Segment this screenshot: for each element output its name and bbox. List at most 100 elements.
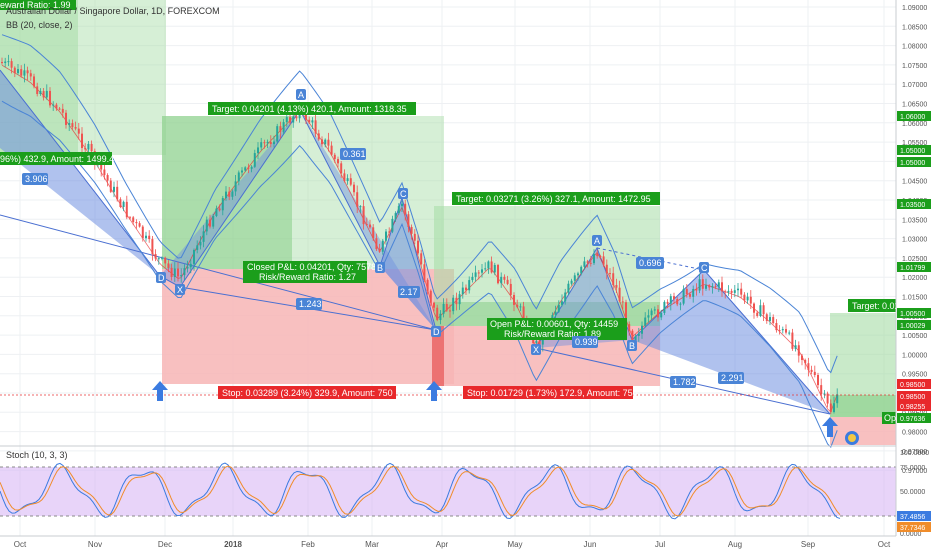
price-badge-text: 1.03500 [900, 202, 925, 209]
candle-body [221, 198, 224, 211]
candle-body [260, 142, 263, 148]
candle-body [244, 167, 247, 171]
point-label: C [400, 189, 407, 199]
point-label: B [377, 263, 383, 273]
candle-body [170, 267, 173, 277]
candle-body [513, 295, 515, 305]
point-label: X [533, 345, 539, 355]
candle-body [369, 224, 371, 228]
candle-body [157, 258, 160, 260]
candle-body [161, 257, 163, 259]
candle-body [673, 296, 675, 300]
candle-body [727, 290, 730, 293]
candle-body [641, 325, 643, 334]
candle-body [77, 128, 80, 134]
candle-body [340, 163, 343, 174]
candle-body [436, 307, 439, 320]
time-tick-label: Sep [801, 540, 816, 549]
candle-body [817, 375, 819, 386]
price-tick-label: 1.06000 [902, 121, 927, 128]
candle-body [420, 253, 423, 265]
price-badge-text: 1.06000 [900, 114, 925, 121]
candle-body [660, 312, 663, 318]
pattern1-bc-wing [380, 198, 436, 330]
candle-body [705, 285, 707, 289]
candle-body [772, 317, 775, 324]
candle-body [490, 261, 493, 273]
candle-body [231, 191, 234, 197]
candle-body [749, 296, 752, 304]
candle-body [663, 301, 666, 313]
candle-body [493, 264, 496, 273]
candle-body [90, 143, 93, 152]
candle-body [781, 329, 784, 331]
open-rr-label: Risk/Reward Ratio: 1.89 [504, 329, 601, 339]
price-badge [897, 157, 931, 167]
candle-body [145, 235, 147, 239]
candle-body [186, 267, 189, 269]
candle-body [234, 181, 237, 192]
candle-body [356, 192, 359, 207]
candle-body [685, 288, 688, 295]
pattern2-bcd-wing [632, 270, 830, 414]
stop-labels: Stop: 0.03289 (3.24%) 329.9, Amount: 750… [218, 386, 638, 399]
candle-body [538, 340, 541, 345]
open-partial-label: Op [884, 413, 896, 423]
candle-body [276, 126, 279, 142]
candle-body [228, 191, 231, 197]
price-badge [897, 262, 931, 272]
candle-body [740, 288, 743, 295]
arrow-up-icon [822, 417, 838, 437]
candle-body [324, 139, 327, 145]
candle-body [381, 240, 384, 252]
price-badge-text: 1.01799 [900, 265, 925, 272]
time-tick-label: Apr [436, 540, 449, 549]
time-axis[interactable] [0, 536, 932, 550]
candle-body [359, 206, 362, 208]
candle-body [263, 142, 266, 144]
price-tick-label: 1.05500 [902, 140, 927, 147]
candle-body [26, 70, 29, 74]
candle-body [583, 261, 586, 267]
stoch-band [0, 467, 896, 516]
candle-body [746, 296, 749, 301]
bb-indicator-label[interactable]: BB (20, close, 2) [6, 20, 73, 30]
price-tick-label: 1.01500 [902, 295, 927, 302]
bb-lower [1, 100, 838, 448]
candle-body [628, 324, 631, 331]
candle-body [801, 355, 803, 360]
candle-body [442, 303, 445, 314]
candle-body [205, 219, 208, 232]
time-axis-labels: Oct Nov Dec 2018 Feb Mar Apr May Jun Jul Aug Sep Oct [14, 540, 891, 549]
candle-body [167, 263, 170, 268]
candle-body [330, 145, 333, 155]
candle-body [634, 335, 637, 341]
price-tick-label: 1.09000 [902, 5, 927, 12]
candle-body [775, 323, 778, 331]
point-label: A [594, 236, 600, 246]
bb-upper [1, 34, 838, 374]
price-badge [897, 379, 931, 389]
candle-body [519, 306, 522, 308]
candle-body [484, 268, 487, 270]
price-badge-text: 0.97636 [900, 416, 925, 423]
price-tick-label: 1.00500 [902, 333, 927, 340]
candle-body [199, 241, 202, 246]
candle-body [618, 287, 621, 302]
candle-body [650, 310, 653, 316]
candle-body [209, 219, 211, 227]
candle-body [631, 330, 634, 341]
candle-body [353, 184, 355, 193]
candle-body [500, 276, 503, 284]
candle-body [391, 218, 394, 232]
candle-body [36, 86, 39, 94]
candle-body [129, 217, 131, 219]
bb-basis [1, 64, 838, 413]
candle-body [717, 282, 720, 288]
candle-body [362, 206, 365, 225]
stoch-label[interactable]: Stoch (10, 3, 3) [6, 450, 68, 460]
price-axis[interactable] [896, 0, 932, 550]
candle-body [791, 332, 794, 349]
candle-body [698, 279, 701, 291]
